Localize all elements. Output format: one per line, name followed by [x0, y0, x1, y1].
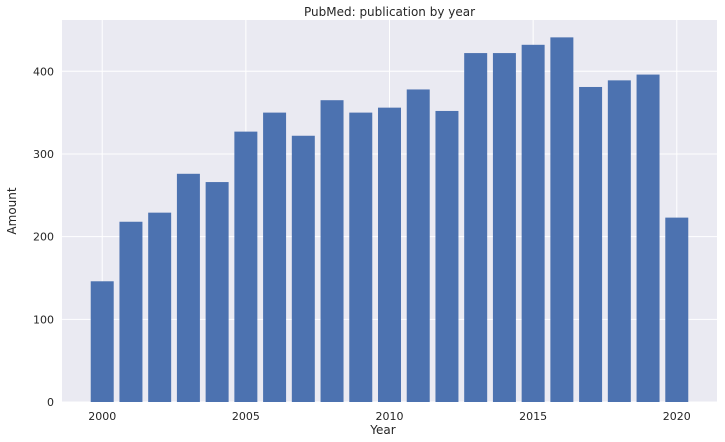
bar-2002	[148, 212, 172, 402]
y-tick-label: 100	[33, 313, 54, 326]
x-tick-label: 2000	[88, 410, 116, 423]
bar-2017	[579, 86, 603, 402]
bar-2007	[291, 135, 315, 402]
bar-2013	[464, 53, 488, 402]
bar-2020	[665, 217, 689, 402]
y-tick-label: 0	[47, 396, 54, 409]
bar-2015	[521, 44, 545, 402]
bar-2003	[176, 173, 200, 402]
bar-2005	[234, 131, 258, 402]
x-tick-labels: 2000 2005 2010 2015 2020	[88, 410, 691, 423]
x-tick-label: 2015	[519, 410, 547, 423]
bar-2010	[378, 107, 401, 402]
x-tick-label: 2010	[376, 410, 404, 423]
x-tick-label: 2020	[663, 410, 691, 423]
y-tick-labels: 0 100 200 300 400	[33, 65, 54, 409]
bar-2008	[320, 100, 344, 402]
bar-2016	[550, 37, 574, 402]
x-tick-label: 2005	[232, 410, 260, 423]
bar-2000	[90, 281, 114, 402]
bar-2004	[205, 182, 229, 402]
bar-2019	[636, 74, 660, 403]
y-tick-label: 200	[33, 231, 54, 244]
y-tick-label: 400	[33, 65, 54, 78]
y-axis-label: Amount	[5, 187, 19, 234]
bar-2006	[263, 112, 287, 402]
y-tick-label: 300	[33, 148, 54, 161]
x-axis-label: Year	[369, 423, 395, 437]
chart-title: PubMed: publication by year	[304, 5, 475, 19]
bar-2009	[349, 112, 373, 402]
bar-2014	[492, 53, 516, 402]
bar-2018	[607, 80, 631, 402]
bar-2011	[406, 89, 430, 403]
bar-2001	[119, 221, 143, 402]
bar-2012	[435, 110, 459, 402]
bars	[90, 37, 689, 403]
